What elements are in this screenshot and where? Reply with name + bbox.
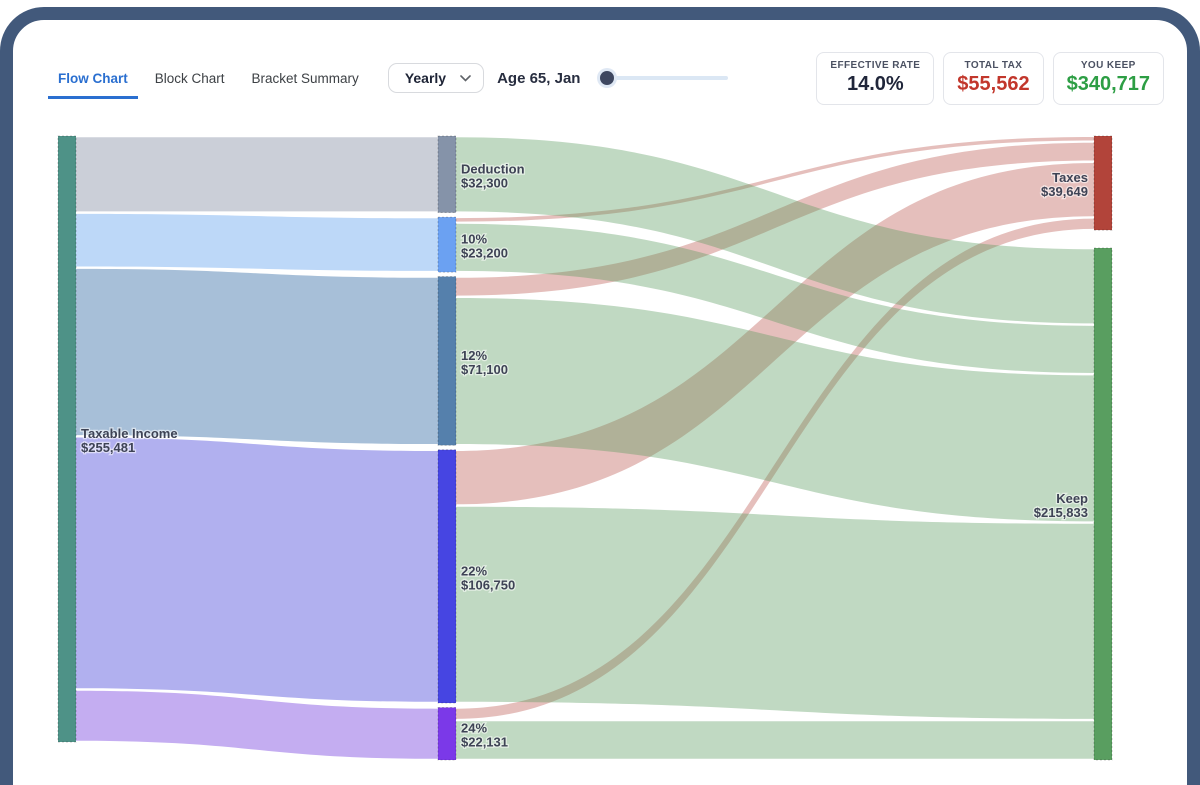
period-select[interactable]: Yearly: [387, 63, 485, 93]
sankey-link-bracket-24-to-taxes[interactable]: [456, 218, 1094, 719]
sankey-link-bracket-22-to-taxes[interactable]: [456, 162, 1094, 505]
sankey-node-income[interactable]: [57, 135, 77, 743]
you-keep-label: YOU KEEP: [1080, 60, 1136, 71]
sankey-node-bracket-22[interactable]: [437, 449, 457, 704]
sankey-node-taxes[interactable]: [1093, 135, 1113, 231]
tab-flow-chart[interactable]: Flow Chart: [48, 71, 138, 99]
period-select-value: Yearly: [404, 70, 447, 86]
you-keep-value: $340,717: [1066, 73, 1150, 95]
stat-card-total-tax: TOTAL TAX $55,562: [943, 52, 1044, 105]
effective-rate-value: 14.0%: [846, 73, 904, 95]
sankey-label-bracket-12: 12% $71,100: [461, 348, 508, 377]
sankey-link-bracket-12-to-keep[interactable]: [456, 298, 1094, 522]
sankey-link-bracket-10-to-keep[interactable]: [456, 223, 1094, 373]
sankey-node-bracket-24[interactable]: [437, 707, 457, 761]
sankey-label-taxes: Taxes $39,649: [1041, 170, 1088, 199]
stat-cards: EFFECTIVE RATE 14.0% TOTAL TAX $55,562 Y…: [816, 52, 1164, 105]
sankey-link-bracket-22-to-keep[interactable]: [456, 506, 1094, 719]
chevron-down-icon: [460, 74, 471, 82]
sankey-node-bracket-12[interactable]: [437, 276, 457, 446]
sankey-link-income-to-bracket-12[interactable]: [76, 268, 438, 445]
sankey-link-income-to-deduction[interactable]: [76, 137, 438, 212]
sankey-label-bracket-10: 10% $23,200: [461, 232, 508, 261]
age-slider-thumb[interactable]: [600, 71, 615, 85]
sankey-label-income: Taxable Income $255,481: [81, 426, 178, 455]
sankey-label-bracket-22: 22% $106,750: [461, 563, 515, 592]
sankey-node-bracket-10[interactable]: [437, 216, 457, 273]
sankey-link-bracket-12-to-taxes[interactable]: [456, 142, 1094, 296]
sankey-label-deduction: Deduction $32,300: [461, 161, 525, 190]
sankey-node-deduction[interactable]: [437, 135, 457, 214]
sankey-link-income-to-bracket-10[interactable]: [76, 213, 438, 271]
age-slider[interactable]: [598, 69, 729, 87]
sankey-node-keep[interactable]: [1093, 247, 1113, 761]
stat-card-effective-rate: EFFECTIVE RATE 14.0%: [816, 52, 935, 105]
total-tax-value: $55,562: [957, 73, 1030, 95]
stat-card-you-keep: YOU KEEP $340,717: [1052, 52, 1164, 105]
sankey-link-income-to-bracket-24[interactable]: [76, 690, 438, 759]
age-slider-track[interactable]: [598, 76, 729, 80]
effective-rate-label: EFFECTIVE RATE: [830, 60, 921, 71]
total-tax-label: TOTAL TAX: [964, 60, 1023, 71]
tab-bracket-summary[interactable]: Bracket Summary: [251, 70, 359, 86]
toolbar: Flow Chart Block Chart Bracket Summary Y…: [48, 58, 729, 99]
sankey-link-deduction-to-keep[interactable]: [456, 137, 1094, 324]
tab-block-chart[interactable]: Block Chart: [154, 70, 225, 86]
sankey-link-income-to-bracket-22[interactable]: [76, 437, 438, 702]
sankey-label-bracket-24: 24% $22,131: [461, 721, 508, 750]
sankey-label-keep: Keep $215,833: [1034, 491, 1088, 520]
sankey-link-bracket-24-to-keep[interactable]: [456, 721, 1094, 759]
age-label: Age 65, Jan: [497, 69, 581, 87]
sankey-link-bracket-10-to-taxes[interactable]: [456, 136, 1094, 222]
